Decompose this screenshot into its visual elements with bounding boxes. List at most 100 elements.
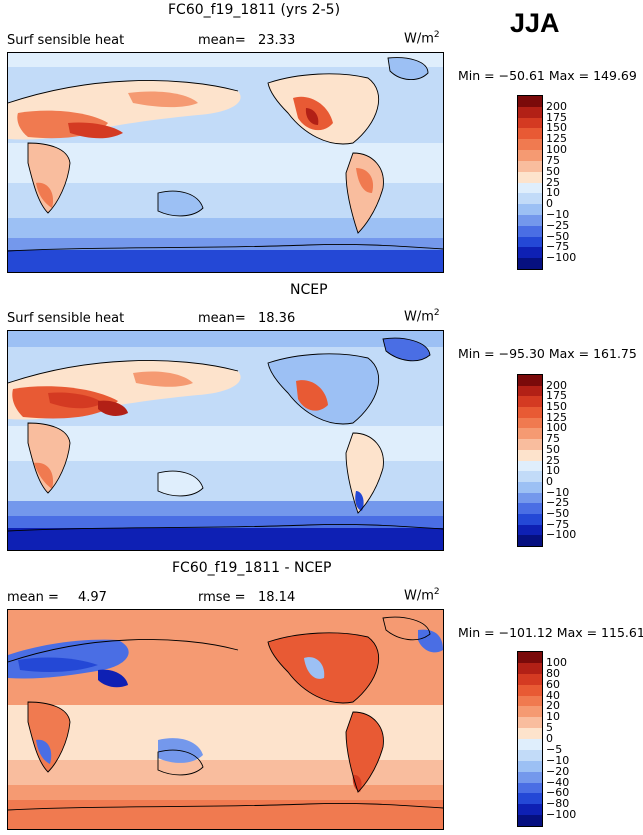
colorbar-segment xyxy=(518,428,542,440)
colorbar-tick-label: 80 xyxy=(546,666,560,680)
colorbar-segment xyxy=(518,171,542,183)
panel3-rmse-label: rmse = xyxy=(198,590,246,605)
panel3-colorbar xyxy=(517,651,543,827)
panel3-rmse-value: 18.14 xyxy=(258,590,296,605)
colorbar-tick-label: 0 xyxy=(546,732,553,745)
colorbar-tick-label: −50 xyxy=(546,506,570,520)
colorbar-segment xyxy=(518,524,542,536)
panel2-map-svg xyxy=(8,331,443,550)
colorbar-segment xyxy=(518,804,542,816)
colorbar-tick-label: 200 xyxy=(546,378,567,392)
panel3-min-max: Min = −101.12 Max = 115.61 xyxy=(458,625,643,640)
colorbar-tick-label: 75 xyxy=(546,432,560,446)
colorbar-tick-label: 10 xyxy=(546,186,560,200)
colorbar-segment xyxy=(518,684,542,696)
colorbar-segment xyxy=(518,728,542,739)
panel3-units: W/m2 xyxy=(404,587,440,604)
africa-positive xyxy=(28,702,70,772)
colorbar-tick-label: 50 xyxy=(546,164,560,178)
colorbar-segment xyxy=(518,717,542,729)
panel1-title: FC60_f19_1811 (yrs 2-5) xyxy=(168,2,341,18)
central-asia-warm xyxy=(133,371,193,387)
greenland-region xyxy=(383,338,430,361)
north-america-positive xyxy=(268,632,379,703)
western-us-negative xyxy=(304,657,325,679)
coast-south-america xyxy=(345,432,384,514)
panel3-title: FC60_f19_1811 - NCEP xyxy=(172,560,332,576)
colorbar-tick-label: −50 xyxy=(546,229,570,243)
colorbar-tick-label: −75 xyxy=(546,240,570,254)
colorbar-segment xyxy=(518,439,542,450)
colorbar-tick-label: −60 xyxy=(546,786,570,800)
colorbar-segment xyxy=(518,258,542,269)
sahara-strong-negative xyxy=(18,657,98,673)
colorbar-tick-label: 75 xyxy=(546,153,560,167)
colorbar-tick-label: 125 xyxy=(546,132,567,146)
colorbar-tick-label: −40 xyxy=(546,775,570,789)
colorbar-tick-label: 0 xyxy=(546,197,553,211)
colorbar-tick-label: 100 xyxy=(546,655,567,669)
coast-antarctica xyxy=(8,524,443,532)
panel2-mean-value: 18.36 xyxy=(258,311,296,326)
colorbar-segment xyxy=(518,182,542,194)
panel2-variable-label: Surf sensible heat xyxy=(7,311,125,326)
colorbar-tick-label: 10 xyxy=(546,464,560,478)
colorbar-segment xyxy=(518,793,542,805)
colorbar-tick-label: 100 xyxy=(546,421,567,435)
colorbar-segment xyxy=(518,117,542,129)
colorbar-segment xyxy=(518,160,542,172)
arabia-hottest xyxy=(98,400,128,416)
colorbar-tick-label: 150 xyxy=(546,121,567,135)
coast-greenland xyxy=(382,337,431,362)
colorbar-tick-label: −20 xyxy=(546,764,570,778)
colorbar-tick-label: −10 xyxy=(546,485,570,499)
colorbar-segment xyxy=(518,471,542,482)
colorbar-segment xyxy=(518,407,542,418)
colorbar-tick-label: 20 xyxy=(546,699,560,713)
colorbar-segment xyxy=(518,150,542,161)
panel3-map-svg xyxy=(8,610,443,829)
antarctica xyxy=(8,528,443,550)
colorbar-segment xyxy=(518,460,542,472)
antarctic-band1 xyxy=(8,238,443,250)
panel1-map-svg xyxy=(8,53,443,272)
coast-antarctica xyxy=(8,244,443,252)
panel1-min-max: Min = −50.61 Max = 149.69 xyxy=(458,68,637,83)
southern-africa-warm xyxy=(34,462,54,489)
subtropical-band xyxy=(8,760,443,785)
brazil-warm xyxy=(356,168,374,193)
southern-africa-negative xyxy=(36,739,52,764)
coast-australia xyxy=(157,470,204,497)
arabia-hot xyxy=(68,122,123,139)
colorbar-tick-label: 150 xyxy=(546,400,567,414)
colorbar-segment xyxy=(518,385,542,397)
coast-africa xyxy=(27,142,71,214)
panel3-mean-value: 4.97 xyxy=(78,590,107,605)
colorbar-segment xyxy=(518,706,542,718)
colorbar-tick-label: 60 xyxy=(546,677,560,691)
panel1-units: W/m2 xyxy=(404,30,440,47)
coast-australia xyxy=(157,190,204,217)
colorbar-segment xyxy=(518,214,542,226)
panel1-mean-label: mean= xyxy=(198,33,246,48)
greenland-region xyxy=(388,57,428,80)
colorbar-segment xyxy=(518,236,542,248)
colorbar-segment xyxy=(518,673,542,685)
southern-warm-band xyxy=(8,800,443,829)
panel2-units: W/m2 xyxy=(404,308,440,325)
south-america-region xyxy=(346,153,384,233)
colorbar-tick-label: −25 xyxy=(546,496,570,510)
australia-region xyxy=(158,191,203,216)
panel2-colorbar xyxy=(517,374,543,547)
colorbar-segment xyxy=(518,417,542,429)
coast-eurasia-north xyxy=(8,360,239,384)
panel1-mean-value: 23.33 xyxy=(258,33,296,48)
colorbar-tick-label: 50 xyxy=(546,442,560,456)
colorbar-segment xyxy=(518,760,542,772)
colorbar-segment xyxy=(518,503,542,514)
coast-africa xyxy=(27,701,71,773)
south-america-positive xyxy=(346,712,384,792)
colorbar-tick-label: −100 xyxy=(546,808,577,822)
antarctic-band1 xyxy=(8,516,443,528)
coast-north-america xyxy=(267,353,380,425)
